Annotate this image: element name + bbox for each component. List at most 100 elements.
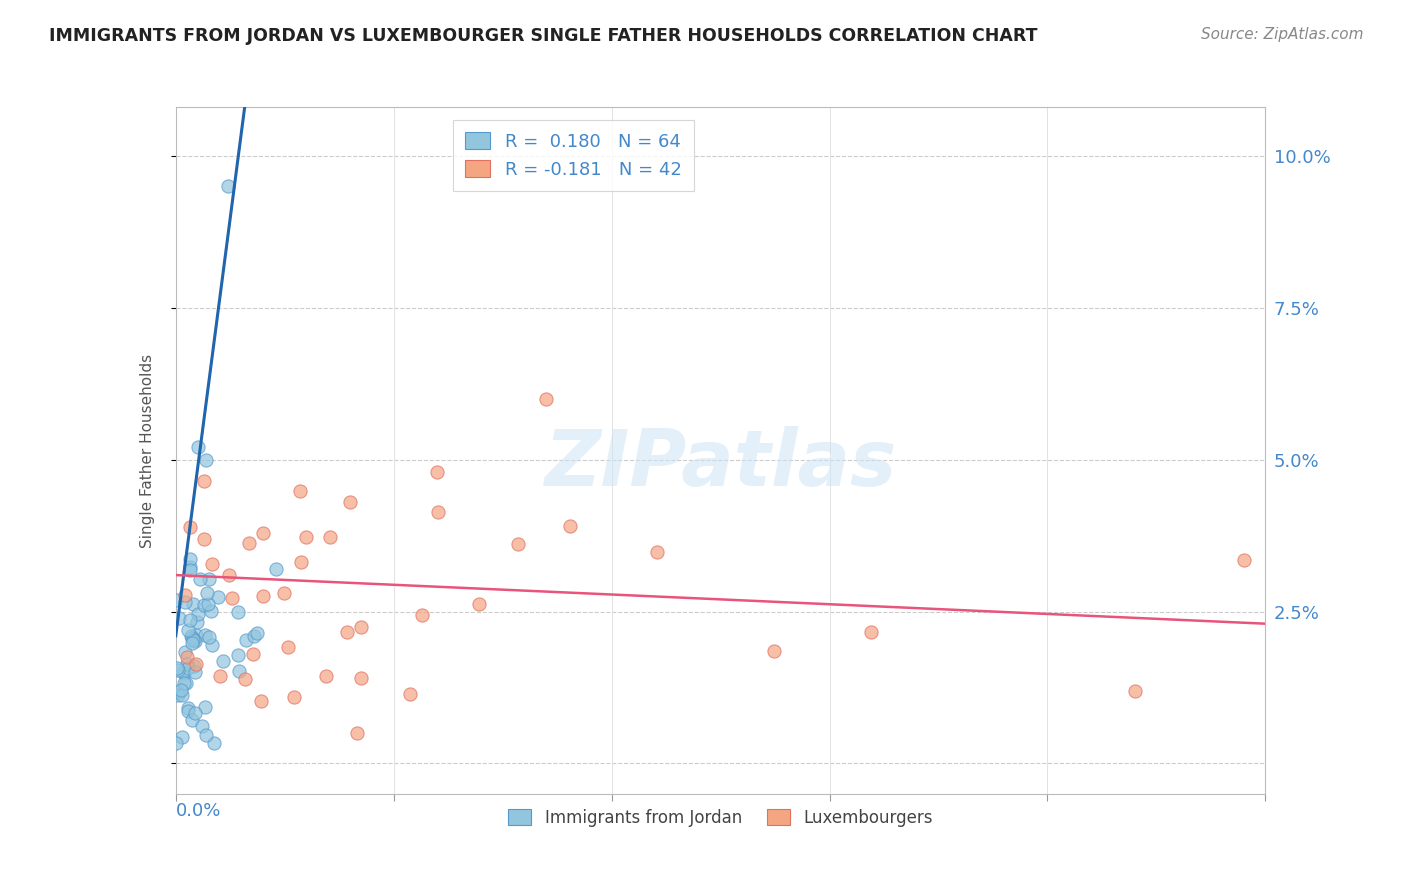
Point	[468, 598, 491, 612]
Point	[350, 672, 373, 686]
Point	[226, 648, 249, 663]
Point	[170, 682, 193, 697]
Point	[339, 495, 361, 509]
Point	[194, 728, 217, 742]
Point	[166, 685, 188, 699]
Point	[283, 690, 305, 704]
Point	[534, 392, 557, 406]
Point	[233, 672, 256, 686]
Point	[228, 664, 250, 678]
Point	[242, 647, 264, 661]
Point	[235, 633, 257, 648]
Point	[174, 595, 197, 609]
Point	[350, 620, 373, 634]
Point	[290, 555, 312, 569]
Point	[174, 587, 197, 601]
Point	[184, 665, 207, 679]
Point	[176, 649, 198, 664]
Point	[181, 632, 204, 646]
Point	[228, 605, 250, 619]
Point	[179, 560, 201, 574]
Point	[176, 704, 198, 718]
Point	[179, 519, 201, 533]
Point	[183, 659, 205, 673]
Point	[177, 623, 200, 637]
Point	[169, 611, 191, 625]
Text: 0.0%: 0.0%	[176, 802, 221, 820]
Point	[411, 608, 433, 623]
Point	[165, 593, 187, 607]
Point	[193, 598, 215, 612]
Point	[264, 562, 287, 576]
Point	[1123, 683, 1146, 698]
Point	[645, 544, 668, 558]
Point	[243, 629, 266, 643]
Point	[1232, 552, 1256, 566]
Point	[194, 628, 217, 642]
Point	[200, 603, 222, 617]
Point	[193, 533, 215, 547]
Point	[198, 573, 221, 587]
Point	[212, 654, 235, 668]
Point	[165, 736, 187, 750]
Point	[184, 657, 207, 672]
Point	[250, 694, 273, 708]
Point	[295, 530, 318, 544]
Point	[188, 572, 211, 586]
Point	[860, 625, 883, 640]
Point	[180, 713, 202, 727]
Point	[180, 629, 202, 643]
Point	[181, 597, 204, 611]
Point	[167, 664, 190, 678]
Point	[273, 586, 295, 600]
Point	[202, 736, 225, 750]
Point	[184, 627, 207, 641]
Point	[184, 633, 207, 648]
Point	[183, 632, 205, 647]
Legend: Immigrants from Jordan, Luxembourgers: Immigrants from Jordan, Luxembourgers	[502, 802, 939, 834]
Point	[252, 525, 274, 540]
Point	[166, 661, 188, 675]
Point	[176, 657, 198, 672]
Point	[508, 536, 530, 550]
Point	[177, 701, 200, 715]
Point	[246, 625, 269, 640]
Point	[197, 597, 219, 611]
Text: ZIPatlas: ZIPatlas	[544, 426, 897, 502]
Point	[238, 536, 260, 550]
Point	[179, 563, 201, 577]
Point	[277, 640, 299, 655]
Point	[179, 613, 201, 627]
Point	[252, 590, 274, 604]
Point	[177, 661, 200, 675]
Point	[172, 665, 194, 679]
Text: IMMIGRANTS FROM JORDAN VS LUXEMBOURGER SINGLE FATHER HOUSEHOLDS CORRELATION CHAR: IMMIGRANTS FROM JORDAN VS LUXEMBOURGER S…	[49, 27, 1038, 45]
Point	[173, 665, 195, 680]
Point	[198, 631, 221, 645]
Point	[180, 636, 202, 650]
Point	[194, 699, 217, 714]
Text: Source: ZipAtlas.com: Source: ZipAtlas.com	[1201, 27, 1364, 42]
Point	[201, 558, 224, 572]
Point	[217, 179, 239, 194]
Point	[318, 530, 340, 544]
Point	[195, 585, 218, 599]
Point	[170, 688, 193, 702]
Point	[183, 632, 205, 647]
Point	[315, 669, 337, 683]
Point	[207, 590, 229, 604]
Point	[336, 624, 359, 639]
Point	[201, 638, 224, 652]
Point	[179, 552, 201, 566]
Y-axis label: Single Father Households: Single Father Households	[141, 353, 155, 548]
Point	[193, 475, 215, 489]
Point	[186, 615, 208, 629]
Point	[398, 687, 420, 701]
Point	[173, 675, 195, 690]
Point	[288, 483, 311, 498]
Point	[763, 643, 786, 657]
Point	[221, 591, 243, 605]
Point	[195, 452, 218, 467]
Point	[191, 719, 214, 733]
Point	[427, 505, 450, 519]
